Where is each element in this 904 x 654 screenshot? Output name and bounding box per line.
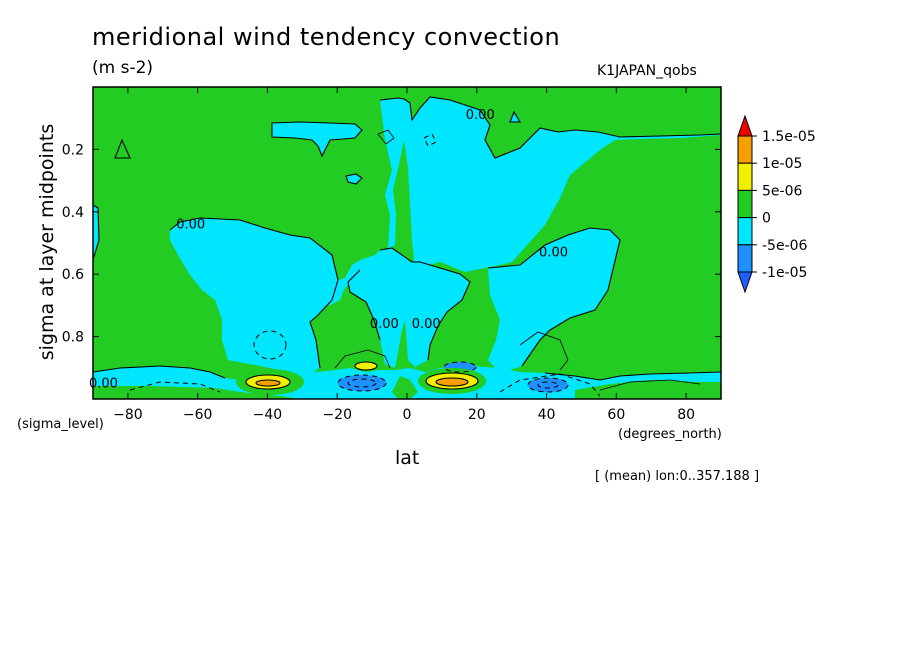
contour-line-zero	[379, 247, 471, 361]
contour-line-zero	[544, 371, 721, 381]
x-tick-label: 80	[677, 407, 695, 423]
contour-line-negative	[423, 133, 437, 147]
contour-line-positive	[255, 379, 281, 387]
x-tick-label: −20	[322, 407, 352, 423]
x-tick-label: 0	[403, 407, 412, 423]
contour-lines-negative	[129, 133, 601, 397]
x-tick-label: −60	[183, 407, 213, 423]
field-positive-core	[436, 378, 468, 386]
contour-line-negative	[337, 374, 387, 392]
contour-line-negative	[129, 381, 221, 393]
colorbar-band	[737, 162, 753, 191]
colorbar-band	[737, 135, 753, 164]
contour-line-positive	[354, 361, 378, 371]
contour-line-positive	[519, 331, 569, 371]
field-cyan-speck	[510, 112, 520, 122]
colorbar-top-arrow	[737, 114, 753, 137]
contour-label: 0.00	[370, 317, 399, 332]
contour-line-zero	[347, 269, 381, 341]
contour-line-zero	[345, 173, 363, 185]
contour-label: 0.00	[539, 245, 568, 260]
colorbar-label: -1e-05	[762, 265, 807, 281]
x-tick-label: 60	[607, 407, 625, 423]
colorbar-band	[737, 189, 753, 219]
colorbar: 1.5e-05 1e-05 5e-06 0 -5e-06 -1e-05	[737, 114, 816, 294]
field-cyan-center	[348, 248, 470, 368]
contour-line-positive	[377, 129, 395, 145]
contour-label: 0.00	[412, 317, 441, 332]
contour-line-positive	[599, 379, 701, 391]
field-green-triangle	[115, 140, 130, 158]
contour-line-zero	[509, 110, 521, 123]
colorbar-bottom-arrow	[737, 271, 753, 294]
contour-line-zero	[93, 365, 226, 379]
field-cyan-right-blob	[488, 228, 620, 370]
chart-title: meridional wind tendency convection	[92, 23, 561, 51]
contour-line-zero	[379, 96, 721, 159]
x-axis: −80 −60 −40 −20 0 20 40 60 80	[113, 87, 695, 423]
field-cyan-left-edge	[93, 205, 99, 260]
colorbar-label: 1.5e-05	[762, 129, 816, 145]
field-green-near-surface	[93, 386, 300, 399]
contour-line-negative	[537, 381, 559, 389]
field-positive-core	[256, 380, 280, 386]
colorbar-band	[737, 244, 753, 273]
colorbar-label: -5e-06	[762, 238, 808, 254]
mean-note: [ (mean) lon:0..357.188 ]	[595, 469, 760, 484]
field-green-near-surface	[392, 376, 418, 399]
contour-line-negative	[527, 377, 569, 393]
y-axis: 0.2 0.4 0.6 0.8	[62, 142, 721, 346]
contour-line-negative	[443, 361, 477, 373]
contour-line-positive	[334, 349, 391, 369]
y-tick-label: 0.6	[62, 267, 84, 283]
field-cyan-upper-left	[272, 122, 362, 156]
field-blue-core	[528, 378, 568, 392]
contour-label: 0.00	[466, 108, 495, 123]
contour-fills	[93, 87, 721, 399]
y-tick-label: 0.8	[62, 330, 84, 346]
x-tick-label: −40	[253, 407, 283, 423]
y-tick-label: 0.2	[62, 142, 84, 158]
contour-label: 0.00	[176, 217, 205, 232]
field-positive-core	[356, 351, 374, 359]
contour-line-positive	[435, 377, 469, 387]
contour-line-zero	[93, 204, 100, 261]
contour-line-zero	[114, 138, 131, 159]
colorbar-band	[737, 217, 753, 246]
contour-line-zero	[169, 217, 339, 369]
field-blue-core	[338, 375, 386, 391]
run-name: K1JAPAN_qobs	[597, 63, 697, 79]
colorbar-label: 0	[762, 211, 771, 227]
contour-line-zero	[487, 227, 621, 367]
field-green-near-surface	[575, 380, 721, 399]
contour-labels: 0.00 0.00 0.00 0.00 0.00 0.00	[89, 108, 568, 391]
contour-line-negative	[253, 330, 287, 360]
x-tick-label: 40	[538, 407, 556, 423]
x-tick-label: −80	[113, 407, 143, 423]
contour-lines	[93, 96, 721, 391]
contour-line-negative	[347, 378, 377, 388]
field-cyan-left-blob	[170, 218, 338, 372]
contour-line-negative	[499, 373, 601, 397]
x-tick-label: 20	[468, 407, 486, 423]
x-axis-label: lat	[395, 447, 420, 469]
contour-line-positive	[245, 374, 291, 390]
x-axis-unit: (degrees_north)	[618, 427, 722, 442]
contour-line-positive	[425, 372, 479, 390]
chart-units: (m s-2)	[92, 58, 154, 78]
colorbar-label: 5e-06	[762, 183, 802, 199]
field-positive-core	[355, 362, 377, 370]
colorbar-label: 1e-05	[762, 156, 802, 172]
contour-label: 0.00	[89, 376, 118, 391]
contour-line-zero	[271, 121, 363, 158]
y-tick-label: 0.4	[62, 205, 84, 221]
field-cyan-top	[315, 97, 721, 306]
y-axis-unit: (sigma_level)	[17, 417, 104, 432]
